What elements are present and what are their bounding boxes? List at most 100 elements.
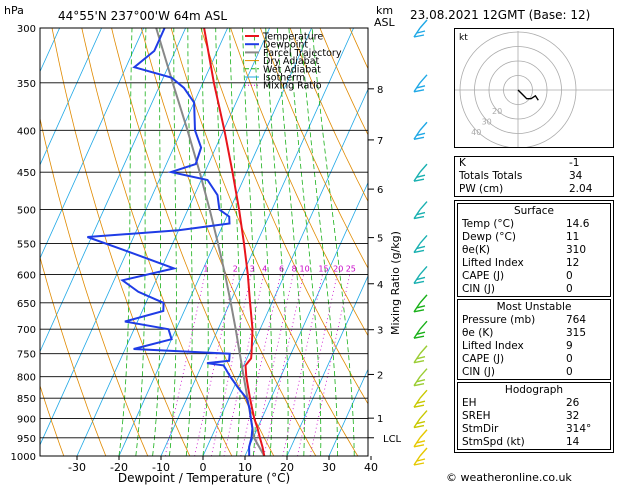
hodograph-trace <box>517 89 539 101</box>
wind-barb <box>413 447 428 466</box>
km-tick-label: 1 <box>377 414 383 425</box>
table-row: CIN (J) 0 <box>458 283 610 296</box>
row-value: 2.04 <box>569 183 593 195</box>
most-unstable-title: Most Unstable <box>496 301 572 313</box>
hodograph-table: Hodograph EH 26 SREH 32 StmDir 314° StmSpd (kt… <box>457 382 611 450</box>
wind-barb <box>413 389 428 408</box>
km-tick-label: 8 <box>377 85 383 96</box>
pressure-tick-label: 900 <box>17 415 36 426</box>
table-row: CIN (J) 0 <box>458 366 610 379</box>
mixing-ratio-label: 4 <box>262 264 267 273</box>
row-value: 9 <box>566 340 573 352</box>
wind-barb <box>413 235 428 254</box>
row-value: 14.6 <box>566 218 590 230</box>
row-value: 12 <box>566 257 580 269</box>
table-row: Dewp (°C) 11 <box>458 231 610 244</box>
wind-barb <box>413 410 428 429</box>
mixing-ratio-label: 2 <box>233 264 238 273</box>
datetime-title: 23.08.2021 12GMT (Base: 12) <box>410 8 591 22</box>
pressure-tick-label: 950 <box>17 434 36 445</box>
dry-adiabat-line <box>618 28 629 456</box>
mixing-ratio-line <box>194 274 235 456</box>
wet-adiabat-line <box>201 28 209 456</box>
mixing-ratio-line <box>240 274 281 456</box>
hodograph-ring-label: 30 <box>482 117 492 126</box>
legend-item-label: Isotherm <box>263 73 305 84</box>
axes: 3003504004505005506006507007508008509009… <box>11 24 402 474</box>
pressure-tick-label: 300 <box>17 24 36 35</box>
indices-table: K -1 Totals Totals 34 PW (cm) 2.04 <box>454 156 614 197</box>
row-value: -1 <box>569 157 580 169</box>
row-value: 14 <box>566 436 580 448</box>
row-label: StmSpd (kt) <box>462 436 525 448</box>
mixing-ratio-line <box>297 274 338 456</box>
mixing-ratio-line <box>282 274 323 456</box>
isotherm-line <box>286 275 368 456</box>
table-row: SREH 32 <box>458 410 610 423</box>
x-tick-label: 40 <box>364 461 378 474</box>
mixing-ratio-label: 1 <box>203 264 208 273</box>
sounding-traces <box>87 28 266 456</box>
pressure-tick-label: 450 <box>17 168 36 179</box>
wind-barb <box>413 294 428 313</box>
dry-adiabat-line <box>140 28 317 456</box>
surface-title: Surface <box>513 205 554 217</box>
row-label: Totals Totals <box>459 170 523 182</box>
x-tick-label: -10 <box>152 461 170 474</box>
row-label: θe(K) <box>462 244 490 256</box>
table-row: StmDir 314° <box>458 423 610 436</box>
pressure-tick-label: 550 <box>17 239 36 250</box>
row-label: Temp (°C) <box>462 218 515 230</box>
legend-item-label: Dewpoint <box>263 40 308 51</box>
x-tick-label: -30 <box>68 461 86 474</box>
most-unstable-table: Most Unstable Pressure (mb) 764 θe (K) 315 L… <box>457 299 611 380</box>
row-value: 764 <box>566 314 587 326</box>
hodograph-ring-label: 20 <box>492 107 502 116</box>
dry-adiabat-line <box>289 28 368 203</box>
isotherm-line <box>40 28 144 260</box>
pressure-tick-label: 850 <box>17 394 36 405</box>
location-title: 44°55'N 237°00'W 64m ASL <box>58 9 227 23</box>
table-row: θe(K) 310 <box>458 244 610 257</box>
lcl-label: LCL <box>383 434 402 445</box>
x-axis-label: Dewpoint / Temperature (°C) <box>118 471 290 485</box>
isotherm-line <box>160 28 354 456</box>
km-tick-label: 5 <box>377 234 383 245</box>
mixing-ratio-label: 3 <box>250 264 255 273</box>
dry-adiabat-line <box>260 28 368 269</box>
table-row: K -1 <box>455 157 613 170</box>
table-row: Lifted Index 12 <box>458 257 610 270</box>
asl-label: ASL <box>374 16 396 29</box>
table-row: Totals Totals 34 <box>455 170 613 183</box>
row-value: 11 <box>566 231 580 243</box>
row-label: K <box>459 157 466 169</box>
mixing-ratio-label: 25 <box>346 264 356 273</box>
km-tick-label: 6 <box>377 185 383 196</box>
row-label: Dewp (°C) <box>462 231 516 243</box>
temperature-line <box>203 28 266 456</box>
km-tick-label: 3 <box>377 326 383 337</box>
wind-barb <box>413 265 428 285</box>
dry-adiabat-line <box>40 116 149 456</box>
legend-item-label: Parcel Trajectory <box>263 48 342 59</box>
isotherm-line <box>244 181 368 456</box>
row-label: CIN (J) <box>462 283 495 295</box>
hodograph-kt-label: kt <box>459 33 468 43</box>
mixing-ratio-line <box>309 274 351 456</box>
wind-barb <box>413 368 428 387</box>
mixing-ratio-label: 10 <box>300 264 310 273</box>
row-value: 32 <box>566 410 580 422</box>
km-tick-label: 2 <box>377 370 383 381</box>
dry-adiabat-line <box>200 28 368 405</box>
credit: © weatheronline.co.uk <box>446 471 572 484</box>
pressure-tick-label: 750 <box>17 350 36 361</box>
mixing-ratio-line <box>263 274 304 456</box>
mixing-ratio-axis-label: Mixing Ratio (g/kg) <box>389 231 402 335</box>
table-row: Temp (°C) 14.6 <box>458 218 610 231</box>
km-label: km <box>376 4 393 17</box>
legend-item-label: Wet Adiabat <box>263 64 321 75</box>
row-label: CIN (J) <box>462 366 495 378</box>
isotherm-line <box>40 28 102 166</box>
